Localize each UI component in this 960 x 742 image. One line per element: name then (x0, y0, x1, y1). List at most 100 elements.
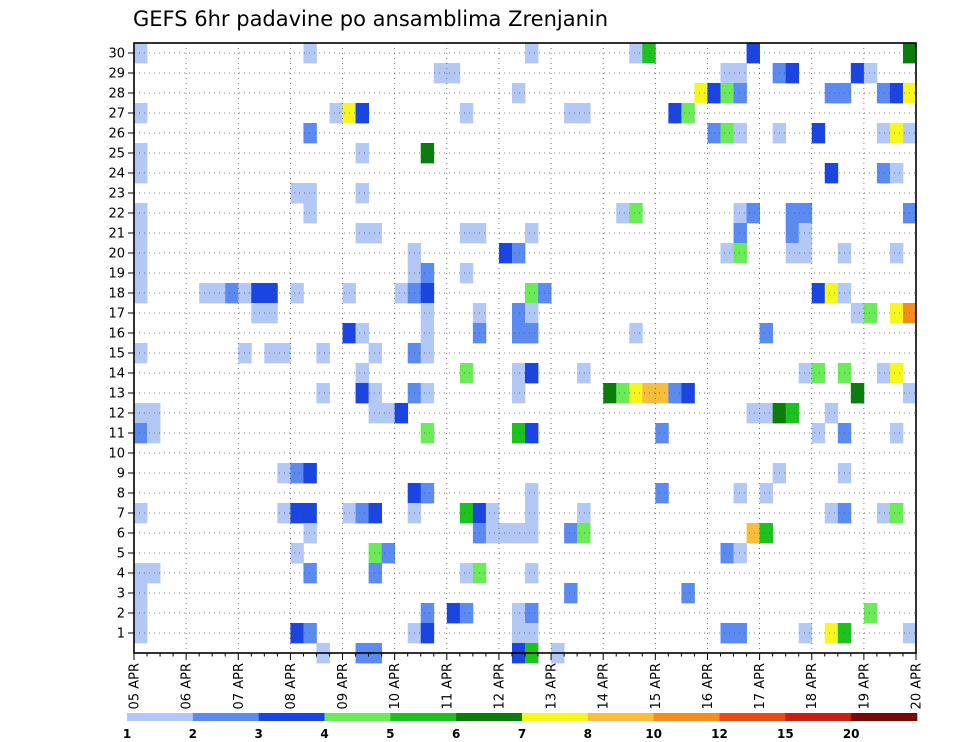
precip-cell (811, 423, 826, 444)
precip-cell (824, 283, 839, 304)
precip-cell (303, 43, 317, 64)
precip-cell (759, 403, 774, 424)
precip-cell (316, 383, 330, 404)
precip-cell (525, 523, 539, 544)
precip-cell (290, 463, 304, 484)
precip-cell (863, 303, 878, 324)
precip-cell (577, 363, 591, 384)
precip-cell (147, 403, 161, 424)
precip-cell (876, 363, 891, 384)
precip-cell (525, 563, 539, 584)
precip-cell (525, 483, 539, 504)
precip-cell (720, 63, 734, 84)
precip-cell (616, 203, 630, 224)
precip-cell (134, 403, 148, 424)
y-tick-label: 13 (108, 387, 125, 402)
x-tick-label: 17 APR (753, 663, 768, 709)
precip-cell (681, 383, 695, 404)
precip-cell (733, 223, 747, 244)
precip-cell (264, 343, 278, 364)
precip-cell (824, 83, 839, 104)
precip-cell (785, 223, 800, 244)
precip-cell (511, 83, 526, 104)
precip-cell (824, 163, 839, 184)
y-tick-label: 7 (117, 507, 125, 522)
precip-cell (420, 263, 435, 284)
precip-cell (485, 503, 500, 524)
precip-cell (655, 423, 669, 444)
colorbar-swatch (192, 713, 259, 721)
precip-cell (629, 383, 643, 404)
precip-cell (759, 523, 774, 544)
y-axis-ticks: 1234567891011121314151617181920212223242… (108, 47, 134, 642)
precip-cell (785, 403, 800, 424)
precip-cell (655, 483, 669, 504)
precip-cell (629, 203, 643, 224)
precip-cell (498, 243, 513, 264)
precip-cell (668, 103, 682, 124)
colorbar-label: 10 (645, 727, 662, 741)
precip-cell (746, 43, 760, 64)
colorbar-swatch (456, 713, 523, 721)
precip-cell (420, 623, 435, 644)
precip-cell (264, 283, 278, 304)
precip-cell (381, 403, 396, 424)
precip-cell (290, 503, 304, 524)
precip-cell (446, 603, 461, 624)
precip-cell (485, 523, 500, 544)
precip-cell (134, 563, 148, 584)
precip-cell (303, 463, 317, 484)
precip-cell (355, 183, 369, 204)
y-tick-label: 6 (117, 527, 125, 542)
precip-cell (459, 363, 474, 384)
precip-cell (264, 303, 278, 324)
y-tick-label: 20 (108, 247, 125, 262)
x-tick-label: 11 APR (440, 663, 455, 709)
precip-cell (134, 503, 148, 524)
precip-cell (134, 203, 148, 224)
precip-cell (303, 563, 317, 584)
x-tick-label: 14 APR (597, 663, 612, 709)
precip-cell (577, 523, 591, 544)
precip-cell (368, 503, 383, 524)
precip-cell (863, 603, 878, 624)
precip-cell (681, 583, 695, 604)
precip-cell (759, 323, 774, 344)
precip-cell (511, 603, 526, 624)
precip-cell (420, 603, 435, 624)
precip-cell (525, 283, 539, 304)
precip-cell (733, 83, 747, 104)
precip-cell (746, 403, 760, 424)
precip-cell (876, 123, 891, 144)
x-tick-label: 18 APR (805, 663, 820, 709)
precip-cell (511, 383, 526, 404)
y-tick-label: 30 (108, 47, 125, 62)
precip-cell (498, 523, 513, 544)
precip-cell (459, 563, 474, 584)
precip-cell (459, 103, 474, 124)
precip-cell (134, 103, 148, 124)
y-tick-label: 4 (117, 567, 125, 582)
grid-lines (134, 43, 917, 653)
colorbar-label: 8 (584, 727, 592, 741)
precip-cell (433, 63, 448, 84)
precip-cell (720, 243, 734, 264)
colorbar-swatch (719, 713, 786, 721)
colorbar-swatch (258, 713, 325, 721)
colorbar-label: 1 (123, 727, 131, 741)
y-tick-label: 22 (108, 207, 125, 222)
x-tick-label: 07 APR (232, 663, 247, 709)
precip-cell (850, 63, 865, 84)
colorbar-label: 20 (843, 727, 860, 741)
precip-cell (134, 283, 148, 304)
precip-cell (876, 503, 891, 524)
precip-cell (459, 503, 474, 524)
precip-cell (889, 363, 904, 384)
x-tick-label: 06 APR (180, 663, 195, 709)
precip-cell (394, 403, 409, 424)
colorbar-swatch (851, 713, 918, 721)
precip-cell (720, 123, 734, 144)
precip-cell (525, 223, 539, 244)
precip-cell (616, 383, 630, 404)
